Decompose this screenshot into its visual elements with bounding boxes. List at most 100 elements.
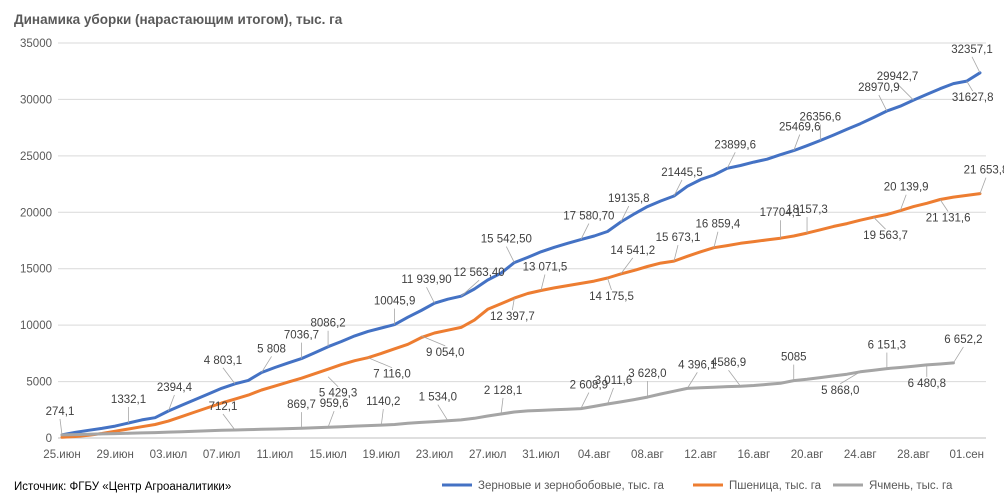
- data-label: 3 011,6: [595, 375, 633, 387]
- data-label: 4586,9: [711, 357, 746, 369]
- leader-line: [713, 231, 719, 248]
- leader-line: [607, 387, 614, 405]
- data-label: 5 429,3: [319, 388, 357, 400]
- leader-line: [726, 152, 736, 169]
- legend-label: Зерновые и зернобобовые, тыс. га: [478, 480, 664, 492]
- leader-line: [966, 80, 974, 92]
- leader-line: [939, 199, 949, 212]
- data-label: 14 541,2: [610, 245, 655, 257]
- series-line-0: [60, 71, 982, 437]
- data-label: 21 653,8: [964, 165, 1004, 177]
- label-leader-lines: [59, 56, 987, 435]
- leader-line: [873, 216, 886, 230]
- x-tick-label: 01.сен: [949, 449, 983, 461]
- leader-line: [222, 367, 236, 385]
- data-label: 13 071,5: [523, 261, 568, 273]
- x-axis-ticks: 25.июн 29.июн 03.июл 07.июл 11.июл 15.июл 19.и…: [43, 449, 984, 461]
- data-label: 17 580,70: [563, 211, 614, 223]
- data-label: 5085: [781, 352, 807, 364]
- leader-line: [620, 205, 630, 223]
- x-tick-label: 27.июл: [469, 449, 507, 461]
- series-lines: [60, 71, 982, 439]
- series-line-2: [60, 361, 955, 437]
- leader-line: [728, 369, 741, 387]
- y-tick-label: 25000: [20, 151, 52, 163]
- x-tick-label: 19.июл: [363, 449, 401, 461]
- data-label: 8086,2: [310, 318, 345, 330]
- data-label: 23899,6: [714, 139, 756, 151]
- x-tick-label: 04.авг: [578, 449, 611, 461]
- leader-line: [222, 413, 236, 431]
- leader-line: [899, 194, 907, 211]
- data-label: 21 131,6: [926, 213, 971, 225]
- data-label: 2394,4: [157, 382, 193, 394]
- data-label: 11 939,90: [401, 274, 451, 286]
- leader-line: [673, 179, 683, 197]
- y-axis-ticks: 0 5000 10000 15000 20000 25000 30000 35000: [20, 38, 52, 445]
- data-label: 15 673,1: [656, 232, 701, 244]
- data-label: 6 480,8: [908, 378, 946, 390]
- y-tick-label: 10000: [20, 320, 52, 332]
- x-tick-label: 25.июн: [43, 449, 80, 461]
- leader-line: [953, 346, 964, 364]
- data-label: 15 542,50: [481, 234, 532, 246]
- leader-line: [59, 418, 63, 435]
- leader-line: [380, 409, 384, 426]
- leader-line: [168, 394, 175, 412]
- x-tick-label: 29.июн: [97, 449, 134, 461]
- legend: Зерновые и зернобобовые, тыс. га Пшеница,…: [442, 480, 953, 492]
- leader-line: [793, 134, 801, 151]
- chart-title: Динамика уборки (нарастающим итогом), ты…: [14, 12, 343, 27]
- data-label: 19 563,7: [863, 230, 908, 242]
- data-label: 869,7: [287, 399, 316, 411]
- y-tick-label: 35000: [20, 38, 52, 50]
- leader-line: [327, 411, 335, 428]
- data-label: 14 175,5: [589, 291, 634, 303]
- x-tick-label: 28.авг: [897, 449, 930, 461]
- leader-line: [500, 397, 504, 415]
- x-tick-label: 15.июл: [309, 449, 347, 461]
- data-label: 712,1: [209, 401, 238, 413]
- leader-line: [840, 371, 861, 385]
- data-label: 959,6: [320, 398, 349, 410]
- leader-line: [686, 372, 698, 389]
- leader-line: [620, 257, 634, 275]
- data-label: 18157,3: [786, 204, 828, 216]
- data-label: 28970,9: [858, 82, 900, 94]
- leader-line: [878, 94, 888, 112]
- leader-line: [327, 376, 339, 388]
- leader-line: [607, 277, 612, 291]
- x-tick-label: 03.июл: [150, 449, 188, 461]
- data-label: 1140,2: [366, 396, 400, 408]
- leader-line: [367, 357, 393, 369]
- leader-line: [511, 298, 515, 311]
- leader-line: [580, 392, 590, 409]
- data-label: 274,1: [46, 406, 75, 418]
- data-label: 16 859,4: [696, 219, 741, 231]
- y-tick-label: 5000: [26, 377, 52, 389]
- y-tick-label: 20000: [20, 207, 52, 219]
- leader-line: [979, 177, 987, 194]
- data-label: 12 563,40: [454, 267, 505, 279]
- legend-label: Пшеница, тыс. га: [729, 480, 822, 492]
- data-label: 2 608,9: [570, 380, 608, 392]
- data-label: 17704,1: [760, 207, 802, 219]
- gridlines: [58, 42, 986, 439]
- data-label: 2 128,1: [484, 385, 522, 397]
- leader-line: [437, 404, 449, 421]
- data-label: 3 628,0: [628, 368, 666, 380]
- leader-line: [421, 335, 446, 347]
- x-tick-label: 11.июл: [257, 449, 294, 461]
- leader-line: [971, 56, 981, 74]
- x-tick-label: 23.июл: [416, 449, 454, 461]
- data-label: 12 397,7: [490, 311, 535, 323]
- leader-line: [505, 246, 515, 263]
- y-tick-label: 30000: [20, 94, 52, 106]
- data-labels: 274,1 1332,1 2394,4 4 803,1 5 8087036,78086,…: [46, 44, 1004, 418]
- data-label: 29942,7: [877, 71, 919, 83]
- data-label: 4 396,1: [678, 359, 716, 371]
- data-label: 26356,6: [800, 112, 842, 124]
- data-label: 21445,5: [661, 167, 703, 179]
- data-label: 5 808: [257, 343, 286, 355]
- data-label: 7 116,0: [373, 369, 411, 381]
